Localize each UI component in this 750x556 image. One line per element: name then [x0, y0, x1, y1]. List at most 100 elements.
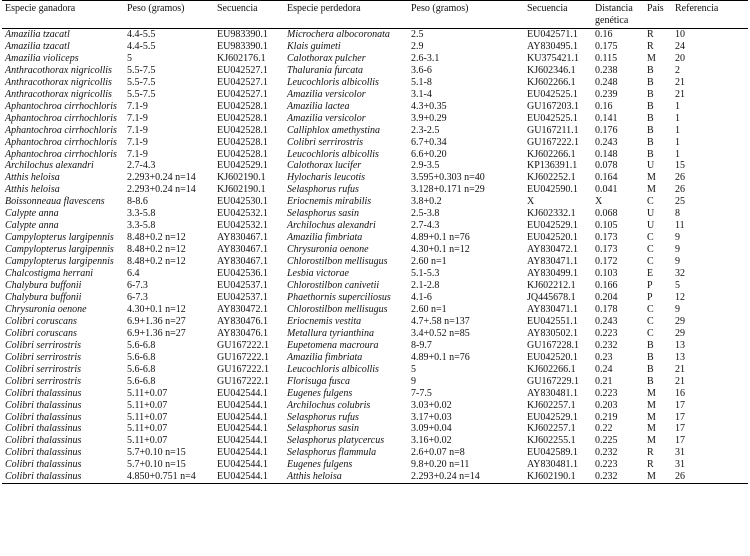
cell-winning-sequence: EU042544.1 [217, 423, 268, 435]
cell-losing-weight: 9.8+0.20 n=11 [411, 459, 470, 471]
cell-genetic-distance: 0.105 [595, 220, 618, 232]
table-row: Anthracothorax nigricollis 5.5-7.5 EU04252… [2, 65, 748, 77]
cell-winning-sequence: EU042528.1 [217, 112, 268, 124]
cell-winning-weight: 7.1-9 [127, 136, 148, 148]
cell-losing-weight: 2.3-2.5 [411, 124, 440, 136]
cell-losing-species: Chrysuronia oenone [287, 244, 369, 256]
cell-winning-sequence: EU042544.1 [217, 447, 268, 459]
cell-winning-weight: 5.7+0.10 n=15 [127, 459, 186, 471]
table-row: Colibri coruscans 6.9+1.36 n=27 AY830476.1… [2, 328, 748, 340]
cell-losing-weight: 4.30+0.1 n=12 [411, 244, 470, 256]
cell-genetic-distance: 0.148 [595, 148, 618, 160]
cell-losing-species: Selasphorus flammula [287, 447, 377, 459]
cell-winning-sequence: EU042527.1 [217, 88, 268, 100]
cell-country: R [647, 29, 654, 40]
table-row: Amazilia tzacatl 4.4-5.5 EU983390.1 Klais g… [2, 41, 748, 53]
cell-losing-species: Eugenes fulgens [287, 387, 353, 399]
cell-losing-sequence: AY830471.1 [527, 303, 579, 315]
cell-winning-species: Archilochus alexandri [5, 160, 94, 172]
cell-losing-weight: 7-7.5 [411, 387, 432, 399]
cell-losing-weight: 3.128+0.171 n=29 [411, 184, 485, 196]
cell-winning-sequence: GU167222.1 [217, 363, 269, 375]
cell-winning-sequence: EU042532.1 [217, 220, 268, 232]
cell-winning-species: Colibri serrirostris [5, 339, 82, 351]
cell-losing-weight: 2.1-2.8 [411, 280, 440, 292]
cell-genetic-distance: 0.175 [595, 40, 618, 52]
cell-winning-weight: 5 [127, 52, 132, 64]
cell-winning-species: Aphantochroa cirrhochloris [5, 100, 117, 112]
cell-losing-species: Leucochloris albicollis [287, 363, 379, 375]
cell-winning-weight: 2.293+0.24 n=14 [127, 172, 196, 184]
cell-reference: 15 [675, 160, 685, 172]
cell-winning-sequence: EU042537.1 [217, 291, 268, 303]
cell-winning-weight: 2.293+0.24 n=14 [127, 184, 196, 196]
cell-winning-species: Colibri thalassinus [5, 387, 82, 399]
cell-country: R [647, 40, 654, 52]
cell-country: U [647, 208, 655, 220]
cell-genetic-distance: 0.041 [595, 184, 618, 196]
cell-winning-weight: 5.6-6.8 [127, 375, 156, 387]
cell-genetic-distance: 0.16 [595, 100, 613, 112]
cell-losing-sequence: JQ445678.1 [527, 291, 576, 303]
cell-country: M [647, 411, 656, 423]
cell-winning-sequence: AY830467.1 [217, 232, 269, 244]
table-row: Anthracothorax nigricollis 5.5-7.5 EU04252… [2, 89, 748, 101]
cell-losing-sequence: AY830481.1 [527, 459, 579, 471]
cell-genetic-distance: 0.166 [595, 280, 618, 292]
cell-winning-sequence: GU167222.1 [217, 339, 269, 351]
cell-losing-species: Selasphorus sasin [287, 423, 359, 435]
cell-winning-sequence: EU983390.1 [217, 29, 268, 40]
cell-winning-species: Aphantochroa cirrhochloris [5, 148, 117, 160]
cell-losing-weight: 2.293+0.24 n=14 [411, 471, 480, 483]
cell-reference: 17 [675, 399, 685, 411]
cell-winning-sequence: AY830467.1 [217, 244, 269, 256]
cell-losing-sequence: EU042529.1 [527, 411, 578, 423]
cell-losing-weight: 3.6-6 [411, 64, 432, 76]
cell-losing-sequence: KJ602332.1 [527, 208, 576, 220]
cell-losing-weight: 2.60 n=1 [411, 256, 447, 268]
cell-losing-weight: 2.6-3.1 [411, 52, 440, 64]
header-losing-sequence: Secuencia [527, 3, 568, 14]
table-row: Chrysuronia oenone 4.30+0.1 n=12 AY830472.… [2, 304, 748, 316]
cell-winning-species: Anthracothorax nigricollis [5, 76, 112, 88]
cell-winning-weight: 5.5-7.5 [127, 64, 156, 76]
table-row: Atthis heloisa 2.293+0.24 n=14 KJ602190.1 S… [2, 184, 748, 196]
cell-country: M [647, 172, 656, 184]
cell-country: P [647, 291, 653, 303]
table-row: Archilochus alexandri 2.7-4.3 EU042529.1 Ca… [2, 160, 748, 172]
cell-winning-weight: 5.5-7.5 [127, 88, 156, 100]
cell-reference: 10 [675, 29, 685, 40]
cell-winning-weight: 7.1-9 [127, 100, 148, 112]
cell-genetic-distance: 0.238 [595, 64, 618, 76]
cell-losing-species: Microchera albocoronata [287, 29, 390, 40]
cell-reference: 26 [675, 184, 685, 196]
cell-reference: 13 [675, 351, 685, 363]
cell-losing-weight: 4.89+0.1 n=76 [411, 351, 470, 363]
cell-country: M [647, 399, 656, 411]
cell-winning-weight: 4.4-5.5 [127, 40, 156, 52]
cell-losing-weight: 4.89+0.1 n=76 [411, 232, 470, 244]
cell-winning-species: Campylopterus largipennis [5, 232, 114, 244]
cell-losing-species: Amazilia fimbriata [287, 232, 363, 244]
cell-winning-weight: 8.48+0.2 n=12 [127, 256, 186, 268]
header-losing-weight: Peso (gramos) [411, 3, 469, 14]
cell-country: B [647, 363, 654, 375]
cell-reference: 17 [675, 423, 685, 435]
cell-reference: 21 [675, 363, 685, 375]
cell-genetic-distance: 0.232 [595, 471, 618, 483]
cell-winning-sequence: KJ602190.1 [217, 184, 266, 196]
cell-winning-weight: 2.7-4.3 [127, 160, 156, 172]
table-row: Amazilia tzacatl 4.4-5.5 EU983390.1 Microch… [2, 29, 748, 41]
table-row: Colibri coruscans 6.9+1.36 n=27 AY830476.1… [2, 316, 748, 328]
table-row: Chalcostigma herrani 6.4 EU042536.1 Lesbia … [2, 268, 748, 280]
cell-winning-sequence: EU042527.1 [217, 76, 268, 88]
cell-country: M [647, 423, 656, 435]
cell-country: C [647, 196, 654, 208]
cell-losing-sequence: KJ602266.1 [527, 363, 576, 375]
table-row: Colibri serrirostris 5.6-6.8 GU167222.1 Eup… [2, 340, 748, 352]
cell-winning-sequence: EU042544.1 [217, 471, 268, 483]
cell-losing-species: Chlorostilbon mellisugus [287, 303, 388, 315]
cell-winning-species: Chrysuronia oenone [5, 303, 87, 315]
cell-country: U [647, 220, 655, 232]
cell-country: C [647, 232, 654, 244]
